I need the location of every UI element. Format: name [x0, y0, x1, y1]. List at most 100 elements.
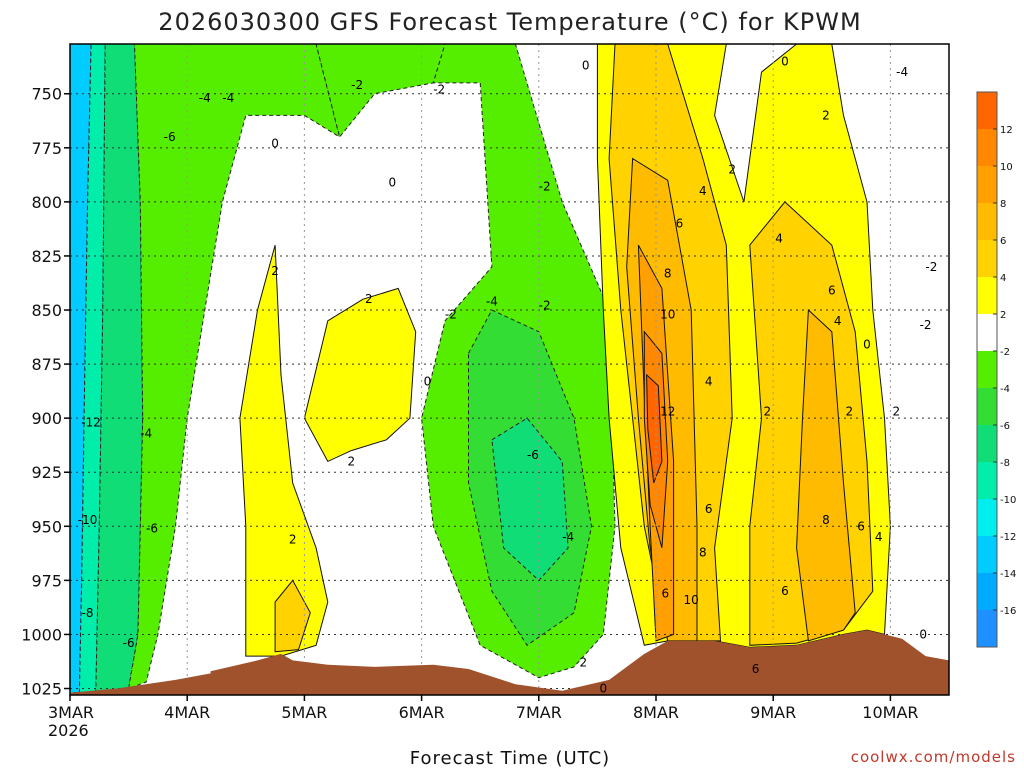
contour-label: -6 — [146, 521, 158, 535]
colorbar-band — [977, 129, 997, 167]
contour-label: 4 — [775, 232, 783, 246]
contour-label: 12 — [660, 405, 675, 419]
contour-label: 6 — [857, 519, 865, 533]
colorbar-band — [977, 314, 997, 352]
colorbar-tick-label: -10 — [1000, 495, 1016, 506]
contour-label: -4 — [199, 91, 211, 105]
temperature-region-9 — [303, 287, 417, 463]
temperature-region-4 — [315, 44, 446, 139]
colorbar-tick-label: 8 — [1000, 199, 1006, 210]
colorbar-tick-label: -2 — [1000, 347, 1010, 358]
colorbar-band — [977, 573, 997, 611]
contour-label: 8 — [699, 545, 707, 559]
colorbar-band — [977, 240, 997, 278]
contour-label: 6 — [662, 586, 670, 600]
temperature-field — [70, 44, 891, 694]
contour-label: -2 — [539, 180, 551, 194]
contour-label: -2 — [925, 260, 937, 274]
contour-label: 0 — [863, 338, 871, 352]
contour-label: 0 — [582, 59, 590, 73]
contour-label: -4 — [140, 426, 152, 440]
y-tick-label: 850 — [31, 301, 62, 320]
contour-label: 0 — [271, 136, 279, 150]
contour-label: -4 — [896, 65, 908, 79]
y-tick-label: 900 — [31, 409, 62, 428]
y-tick-label: 875 — [31, 355, 62, 374]
contour-label: 2 — [580, 656, 588, 670]
contour-label: -2 — [351, 78, 363, 92]
contour-label: -4 — [486, 294, 498, 308]
credit-text: coolwx.com/models — [851, 748, 1016, 766]
contour-label: 6 — [781, 584, 789, 598]
contour-label: 4 — [705, 374, 713, 388]
chart-title: 2026030300 GFS Forecast Temperature (°C)… — [158, 8, 861, 36]
contour-label: -6 — [527, 448, 539, 462]
colorbar-tick-label: 4 — [1000, 273, 1006, 284]
colorbar-band — [977, 425, 997, 463]
temperature-region-8 — [239, 244, 329, 657]
contour-label: -4 — [222, 91, 234, 105]
x-axis-label: Forecast Time (UTC) — [410, 748, 610, 768]
y-axis: 750 775 800 825 850 875 900 925 950 975 1000 1025 — [21, 85, 70, 699]
contour-label: 2 — [892, 405, 900, 419]
y-tick-label: 925 — [31, 463, 62, 482]
y-tick-label: 800 — [31, 193, 62, 212]
contour-label: 2 — [846, 405, 854, 419]
temperature-region-15 — [796, 308, 856, 642]
contour-label: 0 — [424, 374, 432, 388]
contour-label: 0 — [919, 627, 927, 641]
contour-label: 4 — [834, 314, 842, 328]
contour-label: 0 — [388, 175, 396, 189]
contour-label: -4 — [562, 530, 574, 544]
contour-label: -6 — [164, 130, 176, 144]
colorbar-tick-label: 6 — [1000, 236, 1006, 247]
contour-label: -2 — [539, 299, 551, 313]
colorbar-band — [977, 92, 997, 130]
x-tick-sublabel: 2026 — [48, 721, 89, 740]
colorbar-tick-label: -8 — [1000, 458, 1010, 469]
x-tick-label: 9MAR — [750, 703, 796, 722]
contour-label: 8 — [664, 266, 672, 280]
colorbar-tick-label: 10 — [1000, 162, 1013, 173]
contour-label: -8 — [82, 606, 94, 620]
y-tick-label: 825 — [31, 247, 62, 266]
x-tick-label: 5MAR — [281, 703, 327, 722]
x-tick-label: 8MAR — [633, 703, 679, 722]
x-tick-label: 3MAR — [48, 703, 94, 722]
y-tick-label: 1025 — [21, 680, 62, 699]
contour-label: 2 — [347, 454, 355, 468]
contour-label: 2 — [289, 532, 297, 546]
colorbar-tick-label: 2 — [1000, 310, 1006, 321]
terrain — [70, 630, 949, 695]
x-tick-label: 10MAR — [862, 703, 918, 722]
colorbar-band — [977, 610, 997, 648]
contour-label: 6 — [828, 284, 836, 298]
colorbar-band — [977, 536, 997, 574]
contour-label: 4 — [875, 530, 883, 544]
contour-label: -12 — [81, 415, 101, 429]
contour-label: 6 — [752, 662, 760, 676]
contour-label: 2 — [271, 264, 279, 278]
y-tick-label: 975 — [31, 571, 62, 590]
contour-label: -2 — [920, 318, 932, 332]
colorbar-band — [977, 203, 997, 241]
terrain-layer — [70, 630, 949, 695]
contour-label: -2 — [433, 82, 445, 96]
colorbar-tick-label: 12 — [1000, 125, 1013, 136]
contour-label: -6 — [123, 636, 135, 650]
temperature-region-0 — [70, 44, 92, 694]
y-tick-label: 950 — [31, 517, 62, 536]
plot-frame — [69, 43, 950, 696]
contour-label: -10 — [78, 513, 98, 527]
y-tick-label: 750 — [31, 85, 62, 104]
x-tick-label: 7MAR — [516, 703, 562, 722]
contour-label: 4 — [699, 184, 707, 198]
colorbar-band — [977, 166, 997, 204]
colorbar-band — [977, 499, 997, 537]
colorbar-frame — [976, 91, 998, 648]
contour-label: 2 — [822, 108, 830, 122]
colorbar-band — [977, 388, 997, 426]
contour-label: 0 — [599, 682, 607, 696]
